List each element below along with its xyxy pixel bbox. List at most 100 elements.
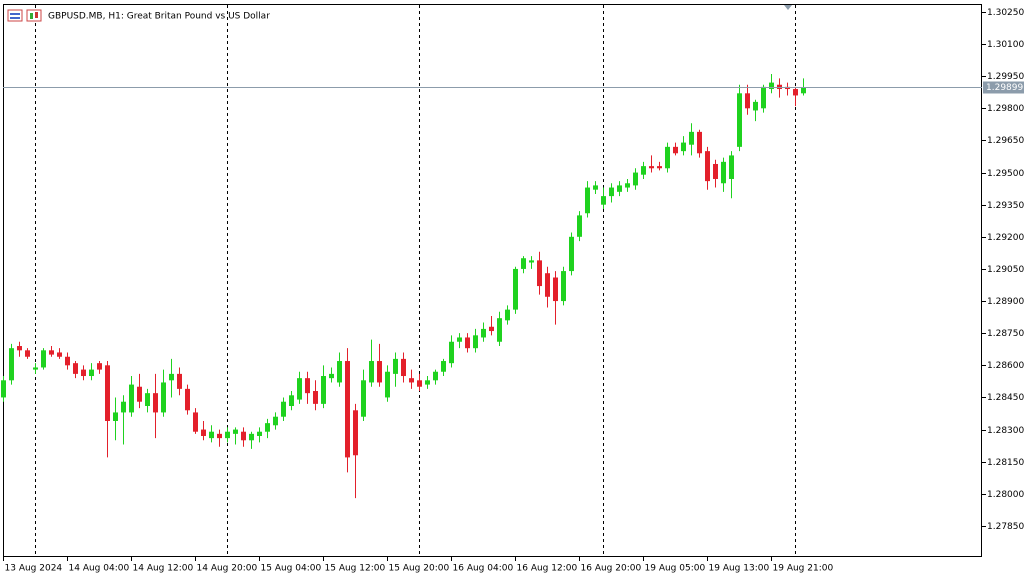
candle-body [753, 101, 758, 111]
y-tick-label: 1.30100 [987, 40, 1024, 50]
candle-body [65, 356, 70, 366]
candle-body [33, 367, 38, 370]
candle-body [113, 412, 118, 421]
candle-body [321, 376, 326, 404]
x-tick-label: 19 Aug 05:00 [645, 564, 706, 574]
candle-body [89, 369, 94, 377]
candle-body [313, 391, 318, 404]
icon [7, 9, 23, 22]
candle-body [409, 378, 414, 383]
candle-body [145, 393, 150, 407]
y-tick-label: 1.29200 [987, 233, 1024, 243]
candle-body [649, 166, 654, 169]
candle-body [449, 341, 454, 364]
candle-body [537, 260, 542, 287]
candle-body [545, 273, 550, 297]
candle-body [129, 384, 134, 413]
candle-body [769, 82, 774, 90]
candle-body [697, 131, 702, 154]
icon [10, 13, 20, 15]
candle-body [241, 431, 246, 441]
x-tick-label: 16 Aug 12:00 [517, 564, 578, 574]
candle-body [761, 86, 766, 109]
candle-body [513, 268, 518, 310]
y-tick-label: 1.29500 [987, 169, 1024, 179]
candle-body [233, 429, 238, 434]
candle-body [81, 369, 86, 377]
candle-body [609, 187, 614, 197]
candle-body [377, 361, 382, 383]
candle-body [593, 185, 598, 190]
candle-body [433, 371, 438, 381]
candle-body [793, 89, 798, 96]
candle-body [201, 429, 206, 436]
candle-body [641, 166, 646, 175]
candle-body [497, 318, 502, 342]
candle-body [305, 378, 310, 394]
candle-body [481, 328, 486, 338]
candle-body [441, 361, 446, 372]
candle-body [777, 84, 782, 90]
candle-body [729, 155, 734, 179]
candle-body [281, 401, 286, 417]
candle-body [329, 373, 334, 379]
y-tick-label: 1.29800 [987, 104, 1024, 114]
candle-body [689, 131, 694, 145]
candle-body [337, 361, 342, 383]
y-tick-label: 1.29950 [987, 72, 1024, 82]
candle-body [97, 363, 102, 370]
candle-body [561, 271, 566, 302]
candle-body [705, 151, 710, 182]
candle-body [193, 412, 198, 432]
candle-body [569, 236, 574, 272]
candle-body [553, 277, 558, 302]
candle-body [505, 309, 510, 321]
candle-body [585, 187, 590, 214]
y-tick-label: 1.29050 [987, 265, 1024, 275]
candle-body [73, 363, 78, 374]
x-tick-label: 19 Aug 13:00 [709, 564, 770, 574]
candle-body [361, 380, 366, 417]
candle-body [385, 371, 390, 398]
last-price-box [983, 81, 1024, 94]
candle-body [57, 352, 62, 357]
candle-body [289, 395, 294, 407]
candle-body [713, 163, 718, 179]
x-tick-label: 14 Aug 04:00 [69, 564, 130, 574]
candle-body [401, 358, 406, 377]
candle-body [105, 365, 110, 421]
candle-body [801, 87, 806, 94]
chart-title: GBPUSD.MB, H1: Great Britan Pound vs US … [48, 12, 270, 22]
candle-body [257, 431, 262, 436]
candle-body [665, 146, 670, 169]
candle-body [625, 183, 630, 188]
header-icons [7, 9, 42, 22]
y-tick-label: 1.28450 [987, 393, 1024, 403]
candle-body [209, 431, 214, 439]
icon [30, 13, 33, 19]
last-price-label: 1.29899 [986, 83, 1023, 93]
x-tick-label: 16 Aug 20:00 [581, 564, 642, 574]
candle-body [273, 416, 278, 426]
candle-body [673, 146, 678, 154]
y-tick-label: 1.27850 [987, 522, 1024, 532]
candle-body [41, 350, 46, 368]
y-tick-label: 1.28750 [987, 329, 1024, 339]
candle-body [225, 431, 230, 439]
candle-body [489, 326, 494, 332]
y-tick-label: 1.28600 [987, 361, 1024, 371]
candle-body [601, 196, 606, 205]
candle-body [529, 260, 534, 263]
candle-body [617, 185, 622, 192]
candle-body [577, 215, 582, 237]
icon [26, 9, 42, 22]
candle-body [25, 350, 30, 357]
candle-body [1, 380, 6, 398]
candle-body [393, 358, 398, 374]
x-tick-label: 14 Aug 20:00 [197, 564, 258, 574]
candle-body [17, 346, 22, 351]
x-tick-label: 14 Aug 12:00 [133, 564, 194, 574]
candle-body [737, 93, 742, 147]
